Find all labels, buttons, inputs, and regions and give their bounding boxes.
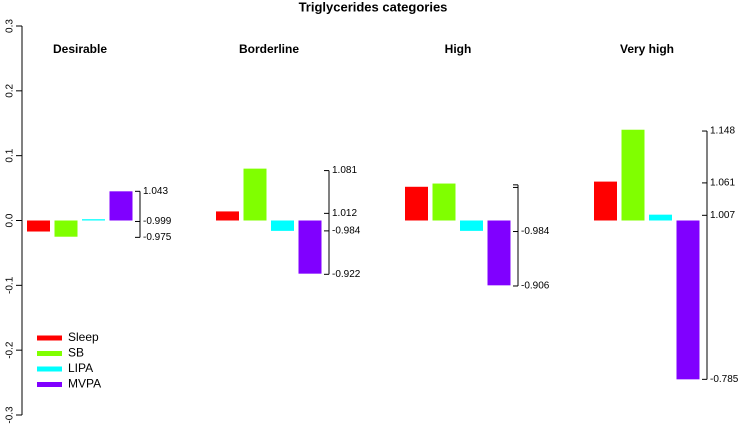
right-scale-label: 1.043 — [143, 186, 168, 197]
right-scale-label: -0.785 — [710, 374, 739, 385]
bar — [621, 129, 645, 221]
chart-title: Triglycerides categories — [299, 0, 448, 14]
bar — [432, 183, 456, 221]
panel-title: Desirable — [53, 42, 107, 56]
right-scale-label: -0.922 — [332, 269, 361, 280]
legend-label: Sleep — [68, 330, 99, 344]
bar — [243, 168, 267, 221]
bar — [216, 211, 239, 221]
legend-label: SB — [68, 346, 84, 360]
panel-title: High — [445, 42, 472, 56]
right-scale-label: -0.999 — [143, 216, 172, 227]
bar — [271, 220, 294, 231]
bar — [676, 220, 700, 380]
panel-title: Borderline — [239, 42, 299, 56]
y-tick-label: 0.3 — [5, 19, 16, 33]
bar — [27, 220, 50, 232]
right-scale-label: 1.061 — [710, 178, 735, 189]
legend-label: MVPA — [68, 377, 101, 391]
right-scale-label: 1.012 — [332, 208, 357, 219]
y-tick-label: 0.1 — [5, 148, 16, 162]
right-scale-label: -0.984 — [521, 226, 550, 237]
y-tick-label: 0.2 — [5, 83, 16, 97]
y-tick-label: 0.0 — [5, 213, 16, 227]
bar — [594, 181, 617, 221]
y-tick-label: -0.1 — [5, 276, 16, 294]
legend-label: LIPA — [68, 361, 93, 375]
bar — [298, 220, 322, 274]
right-scale-label: -0.906 — [521, 281, 550, 292]
bar — [460, 220, 483, 231]
right-scale-label: 1.007 — [710, 210, 735, 221]
right-scale-label: 1.148 — [710, 126, 735, 137]
bar — [54, 220, 78, 237]
bar — [487, 220, 511, 286]
right-scale-label: -0.984 — [332, 226, 361, 237]
panel-title: Very high — [620, 42, 674, 56]
bar — [109, 191, 133, 221]
bar — [82, 219, 105, 221]
bar — [649, 214, 672, 221]
right-scale-label: 1.081 — [332, 165, 357, 176]
y-tick-label: -0.3 — [5, 406, 16, 424]
y-tick-label: -0.2 — [5, 341, 16, 359]
right-scale-label: -0.975 — [143, 232, 172, 243]
bar — [405, 186, 428, 221]
